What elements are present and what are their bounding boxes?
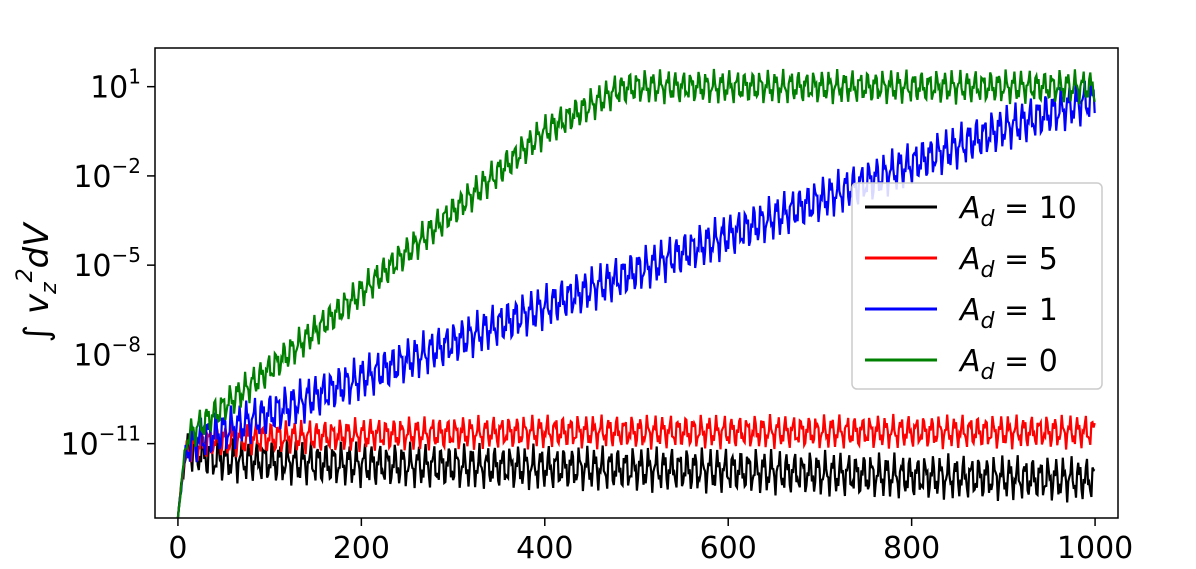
y-tick-label-2: 10−5: [73, 243, 141, 284]
x-tick-label-5: 1000: [1057, 531, 1133, 566]
legend-label-3: Ad = 0: [958, 344, 1058, 385]
plot-lines: [176, 68, 1096, 519]
x-tick-label-2: 400: [516, 531, 573, 566]
legend-label-0: Ad = 10: [958, 191, 1077, 232]
x-tick-label-3: 600: [700, 531, 757, 566]
legend-label-1: Ad = 5: [958, 242, 1058, 283]
series-line-3: [176, 68, 1096, 519]
legend-box: [851, 182, 1103, 390]
y-tick-label-1: 10−2: [73, 154, 141, 195]
legend-label-2: Ad = 1: [958, 293, 1058, 334]
y-axis-label: ∫ vz2dV: [13, 221, 62, 343]
y-tick-label-3: 10−8: [73, 332, 141, 373]
x-tick-label-4: 800: [883, 531, 940, 566]
y-axis: 101 10−2 10−5 10−8 10−11: [61, 65, 155, 463]
plot-frame: [154, 47, 1119, 519]
x-tick-label-0: 0: [168, 531, 187, 566]
x-tick-label-1: 200: [333, 531, 390, 566]
x-axis: 0 200 400 600 800 1000: [168, 518, 1133, 566]
series-line-0: [176, 433, 1096, 519]
y-tick-label-4: 10−11: [61, 422, 141, 463]
legend: Ad = 10 Ad = 5 Ad = 1 Ad = 0: [851, 182, 1103, 390]
y-tick-label-0: 101: [90, 65, 141, 106]
series-line-1: [176, 413, 1096, 519]
series-line-2: [176, 80, 1096, 519]
